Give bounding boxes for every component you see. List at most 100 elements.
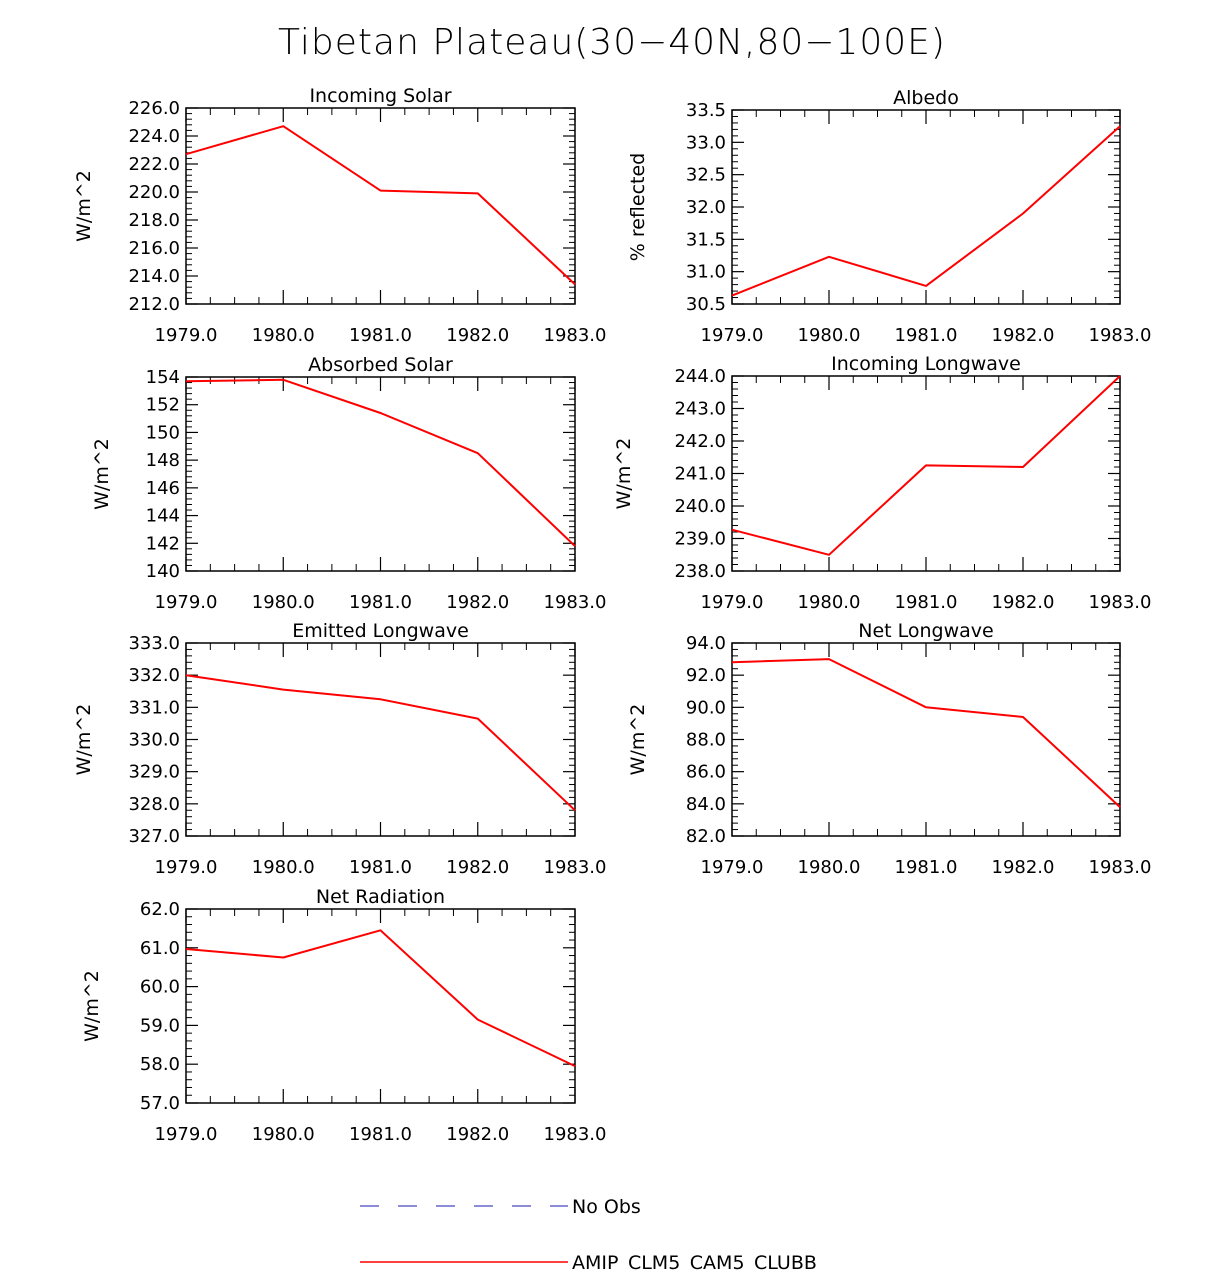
series-line-model (185, 125, 576, 286)
y-tick-label: 242.0 (674, 431, 726, 452)
y-tick-label: 90.0 (686, 697, 726, 718)
series-line-model (731, 658, 1121, 808)
y-tick-label: 218.0 (128, 210, 180, 231)
y-tick-label: 60.0 (140, 977, 180, 998)
series-line-model (731, 125, 1121, 297)
x-tick-label: 1981.0 (895, 325, 958, 346)
y-tick-label: 224.0 (128, 126, 180, 147)
y-tick-label: 61.0 (140, 938, 180, 959)
y-tick-label: 33.0 (686, 132, 726, 153)
y-tick-label: 241.0 (674, 464, 726, 485)
y-tick-label: 92.0 (686, 665, 726, 686)
plot-frame (731, 109, 1121, 305)
y-tick-label: 216.0 (128, 238, 180, 259)
panel-1: Albedo % reflected 1979.0 1980.0 1981.0 1982.… (627, 87, 1151, 346)
y-tick-label: 144 (146, 506, 180, 527)
y-tick-label: 226.0 (128, 98, 180, 119)
y-tick-label: 32.5 (686, 165, 726, 186)
y-tick-label: 84.0 (686, 794, 726, 815)
x-tick-label: 1982.0 (992, 325, 1055, 346)
y-tick-label: 140 (146, 561, 180, 582)
legend-label-no-obs: No Obs (572, 1196, 641, 1218)
panel-title: Absorbed Solar (308, 354, 453, 376)
plot-frame (185, 376, 576, 572)
y-tick-label: 243.0 (674, 399, 726, 420)
y-tick-label: 329.0 (128, 762, 180, 783)
y-tick-label: 150 (146, 422, 180, 443)
y-tick-label: 146 (146, 478, 180, 499)
plot-frame (731, 375, 1121, 572)
y-tick-label: 58.0 (140, 1054, 180, 1075)
y-tick-label: 31.5 (686, 229, 726, 250)
y-tick-label: 94.0 (686, 633, 726, 654)
x-tick-label: 1983.0 (1089, 592, 1152, 613)
y-tick-label: 331.0 (128, 697, 180, 718)
x-tick-label: 1981.0 (895, 592, 958, 613)
y-tick-label: 154 (146, 367, 180, 388)
panel-0: Incoming Solar W/m^2 1979.0 1980.0 1981.0 198… (73, 85, 606, 346)
x-tick-label: 1982.0 (446, 857, 509, 878)
x-tick-label: 1979.0 (701, 592, 764, 613)
x-tick-label: 1983.0 (1089, 857, 1152, 878)
y-tick-label: 327.0 (128, 826, 180, 847)
y-tick-label: 240.0 (674, 496, 726, 517)
x-tick-label: 1979.0 (155, 857, 218, 878)
x-tick-label: 1981.0 (349, 857, 412, 878)
y-tick-label: 220.0 (128, 182, 180, 203)
x-tick-label: 1980.0 (798, 857, 861, 878)
x-tick-label: 1980.0 (252, 325, 315, 346)
y-tick-label: 238.0 (674, 561, 726, 582)
x-tick-label: 1980.0 (252, 592, 315, 613)
x-tick-label: 1980.0 (798, 325, 861, 346)
x-tick-label: 1983.0 (544, 857, 607, 878)
y-tick-label: 152 (146, 395, 180, 416)
panel-title: Incoming Solar (309, 85, 451, 107)
x-tick-label: 1981.0 (349, 592, 412, 613)
panel-title: Net Longwave (858, 620, 994, 642)
y-tick-label: 214.0 (128, 266, 180, 287)
x-tick-label: 1982.0 (992, 592, 1055, 613)
panel-title: Net Radiation (316, 886, 445, 908)
y-tick-label: 244.0 (674, 366, 726, 387)
y-axis-label: % reflected (627, 153, 649, 261)
legend: No Obs AMIP_CLM5_CAM5_CLUBB (360, 1196, 817, 1272)
y-axis-label: W/m^2 (613, 438, 635, 510)
y-tick-label: 59.0 (140, 1015, 180, 1036)
plot-frame (185, 908, 576, 1104)
panel-title: Emitted Longwave (292, 620, 469, 642)
y-tick-label: 333.0 (128, 633, 180, 654)
x-tick-label: 1982.0 (446, 325, 509, 346)
y-tick-label: 32.0 (686, 197, 726, 218)
x-tick-label: 1981.0 (895, 857, 958, 878)
x-tick-label: 1979.0 (155, 325, 218, 346)
y-tick-label: 33.5 (686, 100, 726, 121)
panel-4: Emitted Longwave W/m^2 1979.0 1980.0 1981.0 1… (73, 620, 606, 878)
x-tick-label: 1982.0 (446, 1124, 509, 1145)
plot-frame (185, 642, 576, 837)
x-tick-label: 1982.0 (992, 857, 1055, 878)
y-tick-label: 222.0 (128, 154, 180, 175)
x-tick-label: 1980.0 (798, 592, 861, 613)
x-tick-label: 1979.0 (155, 592, 218, 613)
y-tick-label: 328.0 (128, 794, 180, 815)
y-axis-label: W/m^2 (627, 704, 649, 776)
panels: Incoming Solar W/m^2 1979.0 1980.0 1981.0 198… (73, 85, 1151, 1145)
y-axis-label: W/m^2 (73, 170, 95, 242)
x-tick-label: 1979.0 (701, 857, 764, 878)
y-tick-label: 86.0 (686, 762, 726, 783)
x-tick-label: 1981.0 (349, 1124, 412, 1145)
plot-frame (731, 642, 1121, 837)
x-tick-label: 1983.0 (544, 1124, 607, 1145)
y-tick-label: 148 (146, 450, 180, 471)
panel-5: Net Longwave W/m^2 1979.0 1980.0 1981.0 1982.… (627, 620, 1151, 878)
y-tick-label: 82.0 (686, 826, 726, 847)
x-tick-label: 1980.0 (252, 1124, 315, 1145)
y-tick-label: 212.0 (128, 294, 180, 315)
x-tick-label: 1981.0 (349, 325, 412, 346)
figure-title: Tibetan Plateau(30−40N,80−100E) (278, 22, 946, 63)
y-axis-label: W/m^2 (91, 438, 113, 510)
y-tick-label: 332.0 (128, 665, 180, 686)
y-tick-label: 31.0 (686, 262, 726, 283)
series-line-model (185, 929, 576, 1068)
